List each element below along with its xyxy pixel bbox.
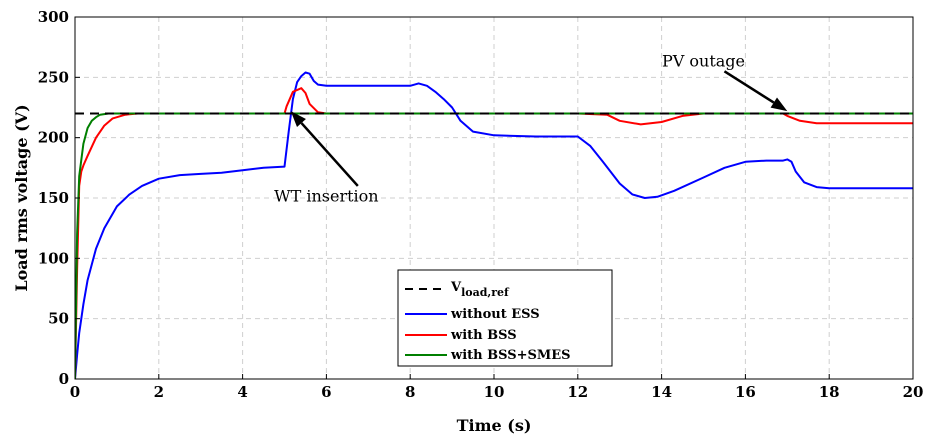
x-axis-title: Time (s) (457, 416, 532, 435)
pv-outage-arrow-head (770, 97, 788, 112)
x-tick-label-7: 14 (651, 383, 672, 401)
y-tick-label-1: 50 (48, 310, 69, 328)
legend: Vload,ref without ESS with BSS with BSS+… (397, 269, 613, 367)
legend-label-vref-sub: load,ref (461, 286, 510, 299)
legend-label-without-ess: without ESS (450, 307, 540, 322)
y-tick-label-6: 300 (38, 8, 69, 26)
wt-insertion-arrow-head (290, 111, 306, 128)
x-tick-label-9: 18 (819, 383, 840, 401)
y-tick-label-3: 150 (38, 189, 69, 207)
legend-label-with-bss: with BSS (450, 328, 517, 343)
y-tick-label-0: 0 (59, 370, 69, 388)
x-tick-label-0: 0 (70, 383, 80, 401)
pv-outage-arrow-line (723, 70, 775, 104)
x-tick-label-2: 4 (237, 383, 247, 401)
x-tick-label-4: 8 (405, 383, 415, 401)
series-without-ess-line (75, 71, 913, 379)
legend-box (397, 269, 613, 367)
x-tick-label-5: 10 (484, 383, 505, 401)
series-lines (75, 71, 913, 379)
pv-outage-label: PV outage (662, 51, 745, 70)
series-with-bss-smes-line (75, 112, 913, 379)
x-tick-label-6: 12 (567, 383, 588, 401)
y-axis-ticks: 0 50 100 150 200 250 300 (38, 8, 80, 388)
wt-insertion-arrow-line (300, 122, 359, 187)
legend-label-with-bss-smes: with BSS+SMES (450, 348, 571, 363)
x-axis-ticks: 0 2 4 6 8 10 12 14 16 18 20 (70, 374, 924, 401)
y-tick-label-4: 200 (38, 129, 69, 147)
x-tick-label-10: 20 (903, 383, 924, 401)
legend-label-vref: Vload,ref (450, 280, 510, 299)
x-tick-label-8: 16 (735, 383, 756, 401)
x-tick-label-1: 2 (154, 383, 164, 401)
legend-label-vref-main: V (450, 280, 462, 295)
y-tick-label-5: 250 (38, 68, 69, 86)
y-tick-label-2: 100 (38, 249, 69, 267)
annotations: WT insertion PV outage (274, 51, 788, 206)
y-axis-title: Load rms voltage (V) (12, 104, 31, 291)
x-tick-label-3: 6 (321, 383, 331, 401)
wt-insertion-label: WT insertion (274, 187, 378, 206)
